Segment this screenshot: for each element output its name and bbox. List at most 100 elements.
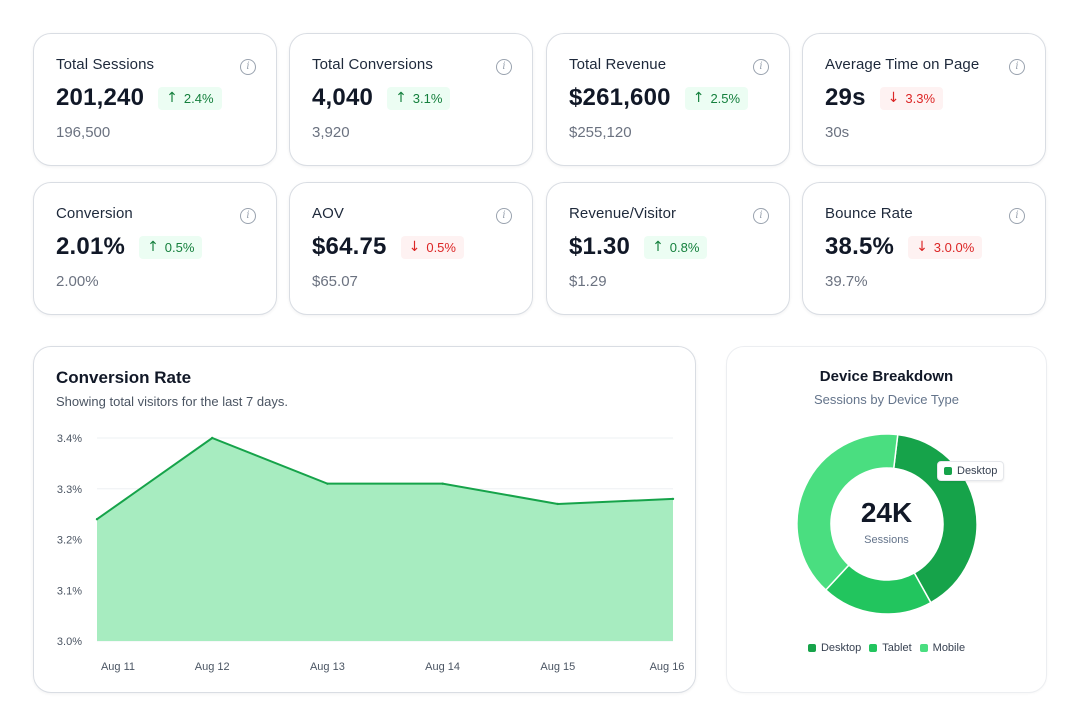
change-badge: ↓ 3.0.0% <box>908 235 983 259</box>
change-badge: ↑ 0.5% <box>139 235 203 259</box>
x-tick-label: Aug 14 <box>425 661 460 673</box>
legend-swatch <box>919 644 928 652</box>
change-badge: ↑ 2.5% <box>684 86 749 110</box>
metric-value: 38.5% <box>825 233 895 260</box>
tooltip-swatch <box>944 467 952 475</box>
x-tick-label: Aug 11 <box>101 661 135 673</box>
metric-previous: 3,920 <box>312 124 350 141</box>
change-badge: ↑ 3.1% <box>387 86 451 110</box>
info-icon[interactable]: i <box>240 208 256 224</box>
metric-title: AOV <box>312 205 344 222</box>
legend-swatch <box>807 644 816 652</box>
tooltip-label: Desktop <box>957 465 998 477</box>
info-icon[interactable]: i <box>240 59 256 75</box>
y-tick-label: 3.0% <box>57 636 82 648</box>
legend-label: Mobile <box>932 642 966 654</box>
x-tick-label: Aug 12 <box>195 661 230 673</box>
metric-previous: 196,500 <box>56 124 111 141</box>
metric-value: 201,240 <box>56 84 145 111</box>
metric-row: 38.5% ↓ 3.0.0% <box>825 232 1023 262</box>
metric-value: 4,040 <box>312 84 374 111</box>
change-value: 0.5% <box>426 239 456 255</box>
data-point[interactable] <box>211 436 214 440</box>
metric-card: Bounce Rate i 38.5% ↓ 3.0.0% 39.7% <box>802 182 1046 315</box>
conversion-rate-card: Conversion Rate Showing total visitors f… <box>33 346 696 693</box>
arrow-down-icon: ↓ <box>408 239 421 255</box>
donut-legend: Desktop Tablet Mobile <box>727 642 1046 654</box>
data-point[interactable] <box>556 502 559 506</box>
y-tick-label: 3.4% <box>57 433 82 445</box>
arrow-down-icon: ↓ <box>887 90 900 106</box>
change-value: 0.5% <box>164 239 195 255</box>
donut-subtitle: Sessions by Device Type <box>814 392 959 407</box>
metric-card: Total Conversions i 4,040 ↑ 3.1% 3,920 <box>289 33 533 166</box>
info-icon[interactable]: i <box>496 208 512 224</box>
change-value: 3.1% <box>412 90 443 106</box>
slice-mobile[interactable] <box>796 433 899 592</box>
metric-previous: $1.29 <box>569 273 607 290</box>
conversion-rate-chart[interactable]: 3.4% 3.3% 3.2% 3.1% 3.0% Aug 11 Aug 12 Aug 13 Au… <box>34 347 697 694</box>
metric-title: Bounce Rate <box>825 205 913 222</box>
metric-previous: 2.00% <box>56 273 99 290</box>
change-badge: ↓ 0.5% <box>400 235 464 259</box>
metric-title: Total Revenue <box>569 56 667 73</box>
data-point[interactable] <box>95 518 99 521</box>
metric-previous: $255,120 <box>569 124 632 141</box>
change-badge: ↓ 3.3% <box>879 86 944 110</box>
legend-item-tablet[interactable]: Tablet <box>869 642 912 654</box>
legend-label: Tablet <box>882 642 912 654</box>
y-tick-label: 3.1% <box>57 585 82 597</box>
metric-value: $261,600 <box>569 84 671 111</box>
donut-title: Device Breakdown <box>819 368 954 385</box>
x-tick-label: Aug 16 <box>650 661 685 673</box>
legend-item-desktop[interactable]: Desktop <box>807 642 861 654</box>
metric-title: Revenue/Visitor <box>569 205 677 222</box>
metric-row: 29s ↓ 3.3% <box>825 83 1023 113</box>
arrow-up-icon: ↑ <box>166 90 178 106</box>
donut-center-value: 24K <box>860 497 913 528</box>
series-line <box>96 436 674 521</box>
metric-row: 4,040 ↑ 3.1% <box>312 83 510 113</box>
y-tick-label: 3.2% <box>57 535 82 547</box>
info-icon[interactable]: i <box>1009 59 1025 75</box>
change-badge: ↑ 0.8% <box>644 235 708 259</box>
metric-value: 2.01% <box>56 233 126 260</box>
x-tick-label: Aug 15 <box>540 661 575 673</box>
metric-title: Conversion <box>56 205 133 222</box>
data-point[interactable] <box>441 482 444 485</box>
change-value: 3.3% <box>905 90 936 106</box>
metric-value: $1.30 <box>569 233 631 260</box>
metric-value: $64.75 <box>312 233 387 260</box>
change-value: 2.5% <box>710 90 741 106</box>
donut-center-label: Sessions <box>864 534 909 546</box>
info-icon[interactable]: i <box>753 59 769 75</box>
metric-title: Total Conversions <box>312 56 433 73</box>
metric-previous: $65.07 <box>312 273 358 290</box>
metric-previous: 39.7% <box>825 273 868 290</box>
y-tick-label: 3.3% <box>57 484 82 496</box>
arrow-up-icon: ↑ <box>395 90 407 106</box>
metric-row: 201,240 ↑ 2.4% <box>56 83 254 113</box>
metric-row: $64.75 ↓ 0.5% <box>312 232 510 262</box>
arrow-up-icon: ↑ <box>692 90 705 106</box>
info-icon[interactable]: i <box>496 59 512 75</box>
metric-value: 29s <box>825 84 866 111</box>
change-value: 2.4% <box>183 90 214 106</box>
metric-card: Average Time on Page i 29s ↓ 3.3% 30s <box>802 33 1046 166</box>
arrow-down-icon: ↓ <box>916 239 928 255</box>
data-point[interactable] <box>671 497 675 501</box>
metric-title: Average Time on Page <box>825 56 980 73</box>
data-point[interactable] <box>326 482 329 485</box>
change-badge: ↑ 2.4% <box>158 86 222 110</box>
metric-row: $261,600 ↑ 2.5% <box>569 83 767 113</box>
x-tick-label: Aug 13 <box>310 661 345 673</box>
legend-item-mobile[interactable]: Mobile <box>919 642 966 654</box>
chart-subtitle: Showing total visitors for the last 7 da… <box>56 394 288 409</box>
area-fill <box>97 438 673 641</box>
metric-card: Total Sessions i 201,240 ↑ 2.4% 196,500 <box>33 33 277 166</box>
arrow-up-icon: ↑ <box>147 239 159 255</box>
metric-card: Total Revenue i $261,600 ↑ 2.5% $255,120 <box>546 33 790 166</box>
device-breakdown-card: Device Breakdown Sessions by Device Type… <box>726 346 1047 693</box>
info-icon[interactable]: i <box>753 208 769 224</box>
info-icon[interactable]: i <box>1009 208 1025 224</box>
